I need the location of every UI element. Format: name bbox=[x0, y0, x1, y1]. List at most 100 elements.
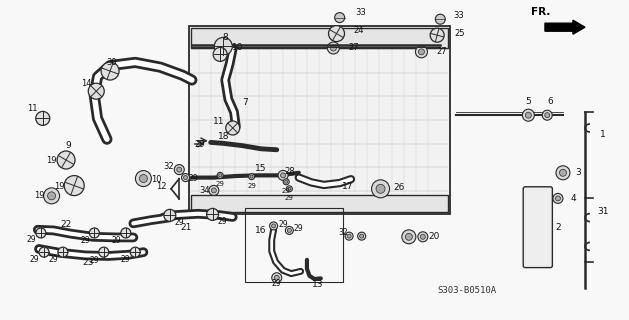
Circle shape bbox=[43, 188, 60, 204]
Circle shape bbox=[130, 247, 140, 257]
Text: 29: 29 bbox=[30, 255, 40, 264]
Text: 29: 29 bbox=[189, 174, 199, 183]
Circle shape bbox=[553, 193, 563, 204]
Text: 2: 2 bbox=[555, 223, 560, 232]
Text: 11: 11 bbox=[28, 104, 38, 113]
Circle shape bbox=[358, 232, 365, 240]
Bar bbox=[191, 28, 448, 48]
Circle shape bbox=[174, 164, 184, 175]
Text: 29: 29 bbox=[217, 217, 227, 226]
Text: 29: 29 bbox=[195, 140, 205, 148]
Text: 18: 18 bbox=[218, 132, 229, 140]
Circle shape bbox=[286, 227, 293, 234]
Circle shape bbox=[209, 185, 219, 196]
Circle shape bbox=[288, 187, 291, 190]
Circle shape bbox=[525, 112, 532, 118]
Text: 29: 29 bbox=[272, 279, 282, 288]
Circle shape bbox=[135, 171, 152, 187]
Circle shape bbox=[335, 12, 345, 23]
Circle shape bbox=[415, 46, 428, 58]
Circle shape bbox=[36, 228, 46, 238]
Text: 29: 29 bbox=[26, 235, 36, 244]
Circle shape bbox=[274, 275, 279, 280]
Text: FR.: FR. bbox=[532, 7, 550, 17]
Text: 10: 10 bbox=[232, 43, 243, 52]
Text: S303-B0510A: S303-B0510A bbox=[437, 286, 496, 295]
Text: 31: 31 bbox=[597, 207, 609, 216]
Circle shape bbox=[522, 109, 535, 121]
Circle shape bbox=[418, 232, 428, 242]
Circle shape bbox=[376, 184, 385, 193]
Circle shape bbox=[285, 180, 287, 183]
Circle shape bbox=[121, 228, 131, 238]
Circle shape bbox=[184, 176, 187, 180]
Circle shape bbox=[248, 174, 255, 180]
Text: 19: 19 bbox=[47, 156, 57, 165]
Circle shape bbox=[360, 234, 364, 238]
Text: 4: 4 bbox=[570, 194, 576, 203]
Text: 22: 22 bbox=[60, 220, 72, 228]
Text: 20: 20 bbox=[428, 232, 440, 241]
Text: 26: 26 bbox=[394, 183, 405, 192]
Text: 30: 30 bbox=[107, 58, 117, 67]
Circle shape bbox=[213, 47, 227, 61]
Circle shape bbox=[164, 209, 176, 221]
Circle shape bbox=[542, 110, 552, 120]
Circle shape bbox=[372, 180, 389, 198]
Circle shape bbox=[418, 49, 425, 55]
Circle shape bbox=[402, 230, 416, 244]
Text: 9: 9 bbox=[65, 141, 71, 150]
Circle shape bbox=[286, 186, 292, 192]
Circle shape bbox=[57, 151, 75, 169]
Text: 29: 29 bbox=[174, 218, 184, 227]
Text: 29: 29 bbox=[282, 188, 291, 194]
Circle shape bbox=[327, 42, 340, 54]
Circle shape bbox=[88, 83, 104, 99]
Circle shape bbox=[101, 62, 119, 80]
Text: 29: 29 bbox=[216, 181, 225, 188]
Text: 16: 16 bbox=[255, 226, 267, 235]
Circle shape bbox=[39, 247, 49, 257]
Circle shape bbox=[226, 121, 240, 135]
Text: 29: 29 bbox=[285, 195, 294, 201]
Text: 5: 5 bbox=[525, 97, 532, 106]
Text: 27: 27 bbox=[349, 43, 359, 52]
Text: 25: 25 bbox=[454, 29, 464, 38]
Text: 7: 7 bbox=[242, 98, 248, 107]
Circle shape bbox=[347, 234, 351, 238]
Circle shape bbox=[405, 233, 413, 240]
Text: 19: 19 bbox=[34, 191, 44, 200]
Text: 17: 17 bbox=[342, 182, 353, 191]
Circle shape bbox=[430, 28, 444, 42]
Circle shape bbox=[328, 26, 345, 42]
FancyArrow shape bbox=[545, 20, 585, 34]
Circle shape bbox=[64, 176, 84, 196]
Circle shape bbox=[250, 175, 253, 178]
Circle shape bbox=[48, 192, 55, 200]
Circle shape bbox=[435, 14, 445, 24]
Circle shape bbox=[219, 174, 221, 177]
Text: 27: 27 bbox=[437, 47, 447, 56]
Text: 14: 14 bbox=[82, 79, 92, 88]
Text: 15: 15 bbox=[255, 164, 267, 172]
Text: 10: 10 bbox=[151, 175, 161, 184]
Text: 19: 19 bbox=[55, 182, 65, 191]
Circle shape bbox=[559, 169, 567, 176]
Bar bbox=[189, 26, 450, 214]
Text: 34: 34 bbox=[199, 186, 209, 195]
Circle shape bbox=[272, 273, 282, 283]
Circle shape bbox=[217, 172, 223, 178]
Circle shape bbox=[330, 45, 337, 51]
Text: 12: 12 bbox=[157, 182, 167, 191]
Circle shape bbox=[58, 247, 68, 257]
Text: 3: 3 bbox=[575, 168, 581, 177]
Circle shape bbox=[270, 222, 277, 230]
Circle shape bbox=[206, 208, 219, 220]
Text: 13: 13 bbox=[312, 280, 323, 289]
Circle shape bbox=[140, 175, 147, 182]
Text: 33: 33 bbox=[355, 8, 366, 17]
Text: 11: 11 bbox=[213, 117, 225, 126]
Circle shape bbox=[272, 224, 276, 228]
Text: 8: 8 bbox=[222, 33, 228, 42]
Circle shape bbox=[287, 228, 291, 232]
